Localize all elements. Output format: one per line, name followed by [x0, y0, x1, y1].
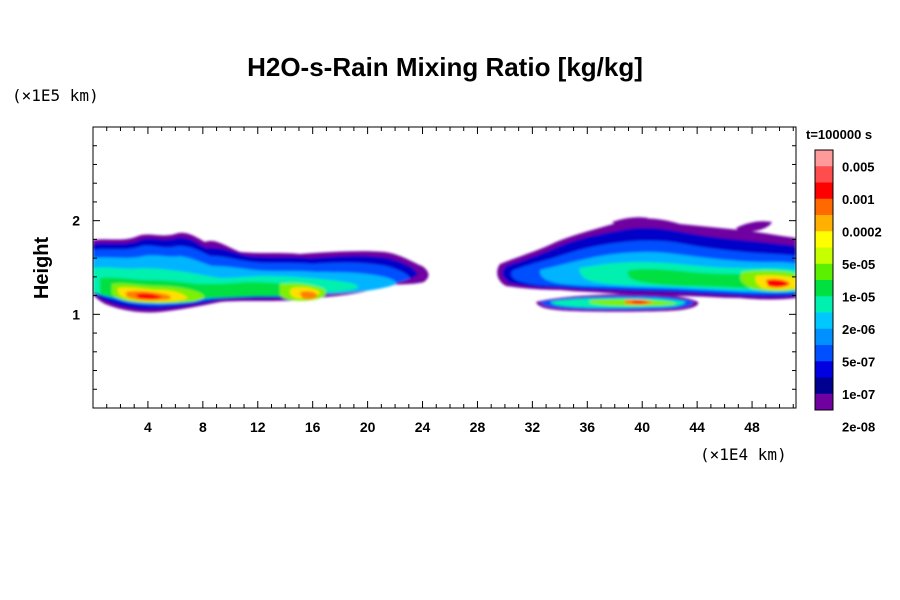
x-tick-label: 32	[525, 419, 541, 435]
colorbar-label: 5e-05	[842, 257, 875, 272]
colorbar-swatch	[815, 231, 833, 248]
colorbar-swatch	[815, 280, 833, 297]
colorbar-frame	[814, 149, 834, 411]
colorbar-swatch	[815, 198, 833, 216]
colorbar-label: 0.001	[842, 192, 875, 207]
colorbar-swatch	[815, 393, 833, 411]
colorbar-label: 0.005	[842, 159, 875, 174]
contour-left-l10	[136, 293, 162, 300]
colorbar-swatch	[815, 361, 833, 378]
colorbar-swatch	[815, 247, 833, 265]
time-label: t=100000 s	[806, 127, 872, 142]
colorbar-swatch	[815, 377, 833, 395]
y-tick-label: 2	[72, 213, 80, 229]
x-tick-label: 48	[744, 419, 760, 435]
x-tick-label: 40	[634, 419, 650, 435]
chart-title: H2O-s-Rain Mixing Ratio [kg/kg]	[247, 52, 643, 82]
x-tick-label: 44	[689, 419, 705, 435]
colorbar-swatch	[815, 328, 833, 346]
colorbar-label: 1e-05	[842, 289, 875, 304]
colorbar-swatch	[815, 150, 833, 167]
colorbar-label: 0.0002	[842, 224, 882, 239]
y-unit-label: (×1E5 km)	[12, 86, 99, 105]
colorbar-swatch	[815, 296, 833, 313]
y-axis: 12	[72, 145, 796, 390]
x-tick-label: 24	[415, 419, 431, 435]
plot-frame	[92, 126, 797, 409]
colorbar-swatch	[815, 215, 833, 232]
contour-field	[93, 217, 796, 313]
x-tick-label: 28	[470, 419, 486, 435]
x-tick-label: 4	[144, 419, 152, 435]
y-tick-label: 1	[72, 306, 80, 322]
colorbar-label: 2e-06	[842, 322, 875, 337]
y-axis-label: Height	[31, 237, 53, 300]
colorbar-label: 1e-07	[842, 387, 875, 402]
contour-lower-l10	[632, 300, 648, 304]
x-tick-label: 8	[199, 419, 207, 435]
colorbar-swatch	[815, 345, 833, 362]
contour-left-l9b	[300, 291, 318, 300]
colorbar-label: 2e-08	[842, 419, 875, 434]
x-axis: 4 8 12 16 20 24 28 32 36 40 44 48	[106, 127, 794, 435]
colorbar: 0.005 0.001 0.0002 5e-05 1e-05 2e-06 5e-07 1e-0…	[814, 149, 882, 434]
x-tick-label: 12	[250, 419, 266, 435]
x-unit-label: (×1E4 km)	[700, 445, 787, 464]
colorbar-swatch	[815, 263, 833, 281]
contour-right-l10	[766, 279, 790, 288]
contour-right-l1b	[612, 217, 648, 226]
colorbar-swatch	[815, 166, 833, 183]
x-tick-label: 36	[580, 419, 596, 435]
x-tick-label: 16	[305, 419, 321, 435]
colorbar-swatch	[815, 312, 833, 330]
contour-right-l1c	[736, 221, 772, 232]
colorbar-label: 5e-07	[842, 354, 875, 369]
x-tick-label: 20	[360, 419, 376, 435]
colorbar-swatch	[815, 182, 833, 200]
